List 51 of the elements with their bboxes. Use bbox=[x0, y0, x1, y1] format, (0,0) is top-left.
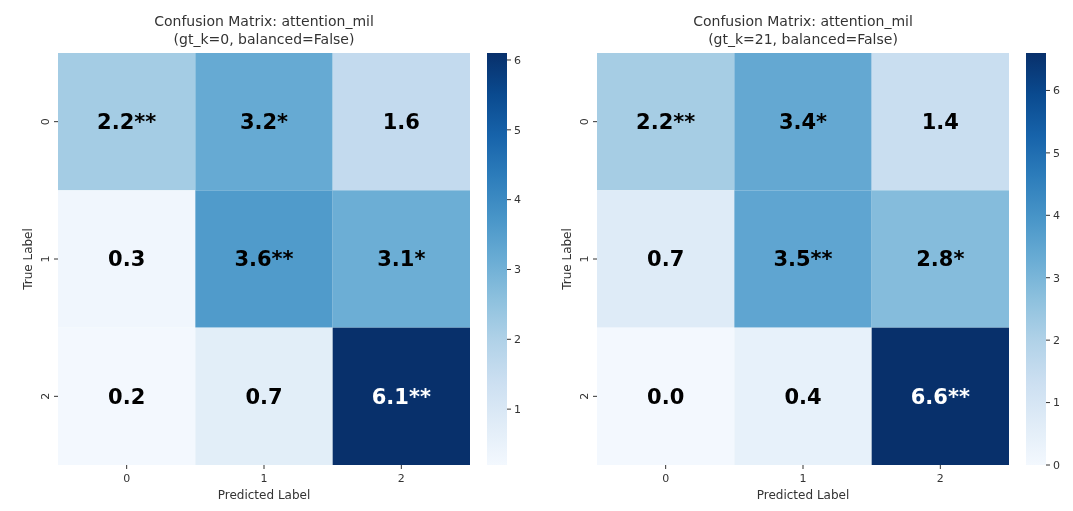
x-tick-label: 2 bbox=[936, 472, 944, 485]
data-label: 0.0 bbox=[647, 384, 685, 409]
data-label: 0.7 bbox=[647, 247, 685, 272]
color-bar-label: 2 bbox=[1053, 334, 1060, 347]
y-tick-label: 1 bbox=[578, 255, 591, 263]
y-tick-label: 2 bbox=[578, 392, 591, 400]
y-tick-label: 0 bbox=[578, 118, 591, 126]
data-label: 2.2** bbox=[636, 110, 696, 135]
color-bar-label: 4 bbox=[514, 193, 521, 207]
data-label: 0.4 bbox=[784, 384, 822, 409]
x-tick-label: 1 bbox=[799, 472, 807, 485]
chart-subtitle: (gt_k=0, balanced=False) bbox=[173, 31, 355, 47]
x-axis-title: Predicted Label bbox=[217, 488, 311, 502]
x-tick-label: 2 bbox=[397, 472, 405, 485]
data-label: 3.4* bbox=[778, 110, 828, 135]
data-label: 0.7 bbox=[245, 384, 283, 409]
color-bar-label: 3 bbox=[1053, 271, 1060, 285]
x-tick-label: 1 bbox=[260, 472, 268, 485]
color-bar-label: 1 bbox=[1053, 396, 1060, 410]
data-label: 3.5** bbox=[773, 247, 833, 272]
y-tick-label: 1 bbox=[39, 255, 52, 263]
data-label: 6.1** bbox=[371, 384, 431, 409]
color-bar-label: 6 bbox=[1053, 84, 1060, 98]
y-axis-title: True Label bbox=[560, 228, 574, 291]
chart-title: Confusion Matrix: attention_mil bbox=[154, 13, 374, 29]
color-bar-label: 5 bbox=[514, 123, 521, 137]
data-label: 3.2* bbox=[239, 110, 289, 135]
data-label: 0.2 bbox=[108, 384, 146, 409]
color-bar-label: 1 bbox=[514, 402, 521, 416]
color-bar-label: 2 bbox=[514, 333, 521, 347]
data-label: 3.6** bbox=[234, 247, 294, 272]
x-tick-label: 0 bbox=[662, 472, 670, 485]
data-label: 2.2** bbox=[97, 110, 157, 135]
color-bar-label: 0 bbox=[1053, 458, 1060, 472]
chart-subtitle: (gt_k=21, balanced=False) bbox=[708, 31, 898, 47]
y-axis-title: True Label bbox=[21, 228, 35, 291]
chart-title: Confusion Matrix: attention_mil bbox=[693, 13, 913, 29]
x-tick-label: 0 bbox=[123, 472, 131, 485]
y-tick-label: 0 bbox=[39, 118, 52, 126]
color-bar-label: 5 bbox=[1053, 146, 1060, 160]
data-label: 0.3 bbox=[108, 247, 146, 272]
data-label: 1.6 bbox=[382, 110, 420, 135]
data-label: 6.6** bbox=[910, 384, 970, 409]
data-label: 2.8* bbox=[916, 247, 965, 272]
y-tick-label: 2 bbox=[39, 392, 52, 400]
color-bar-label: 6 bbox=[514, 53, 521, 67]
data-label: 3.1* bbox=[377, 247, 426, 272]
x-axis-title: Predicted Label bbox=[756, 488, 850, 502]
color-bar-label: 4 bbox=[1053, 209, 1060, 223]
color-bar-label: 3 bbox=[514, 263, 521, 277]
data-label: 1.4 bbox=[921, 110, 959, 135]
